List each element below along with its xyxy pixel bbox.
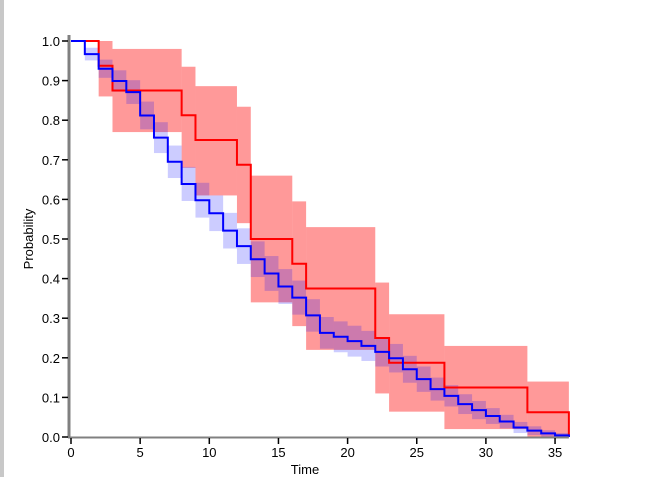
y-axis-title: Probability	[21, 208, 36, 269]
y-tick-label: 0.9	[42, 74, 60, 89]
y-tick-label: 0.0	[42, 430, 60, 445]
survival-lines	[71, 40, 570, 437]
x-tick-label: 20	[340, 445, 354, 460]
y-tick-label: 0.3	[42, 311, 60, 326]
x-tick-label: 0	[67, 445, 74, 460]
survival-curve-1	[71, 40, 570, 437]
y-tick-label: 0.6	[42, 192, 60, 207]
x-axis-title: Time	[291, 462, 319, 477]
ci-band-0	[527, 381, 569, 437]
x-tick-label: 30	[479, 445, 493, 460]
x-tick-label: 5	[137, 445, 144, 460]
y-tick-label: 0.5	[42, 232, 60, 247]
y-tick-label: 0.1	[42, 390, 60, 405]
y-tick-label: 0.4	[42, 272, 60, 287]
x-tick-label: 35	[548, 445, 562, 460]
x-tick-label: 15	[271, 445, 285, 460]
confidence-bands	[84, 41, 569, 437]
x-tick-label: 10	[202, 445, 216, 460]
x-tick-label: 25	[410, 445, 424, 460]
y-tick-label: 1.0	[42, 34, 60, 49]
axes: 0.0 0.1 0.2 0.3 0.4 0.5 0.6 0.7 0.8 0.9 1.0 0 5 10 15 2…	[42, 34, 569, 460]
y-tick-label: 0.7	[42, 153, 60, 168]
y-tick-label: 0.8	[42, 113, 60, 128]
window-edge	[0, 0, 4, 477]
y-tick-label: 0.2	[42, 351, 60, 366]
survival-curve-0	[71, 40, 570, 437]
ci-band-0	[181, 66, 196, 168]
